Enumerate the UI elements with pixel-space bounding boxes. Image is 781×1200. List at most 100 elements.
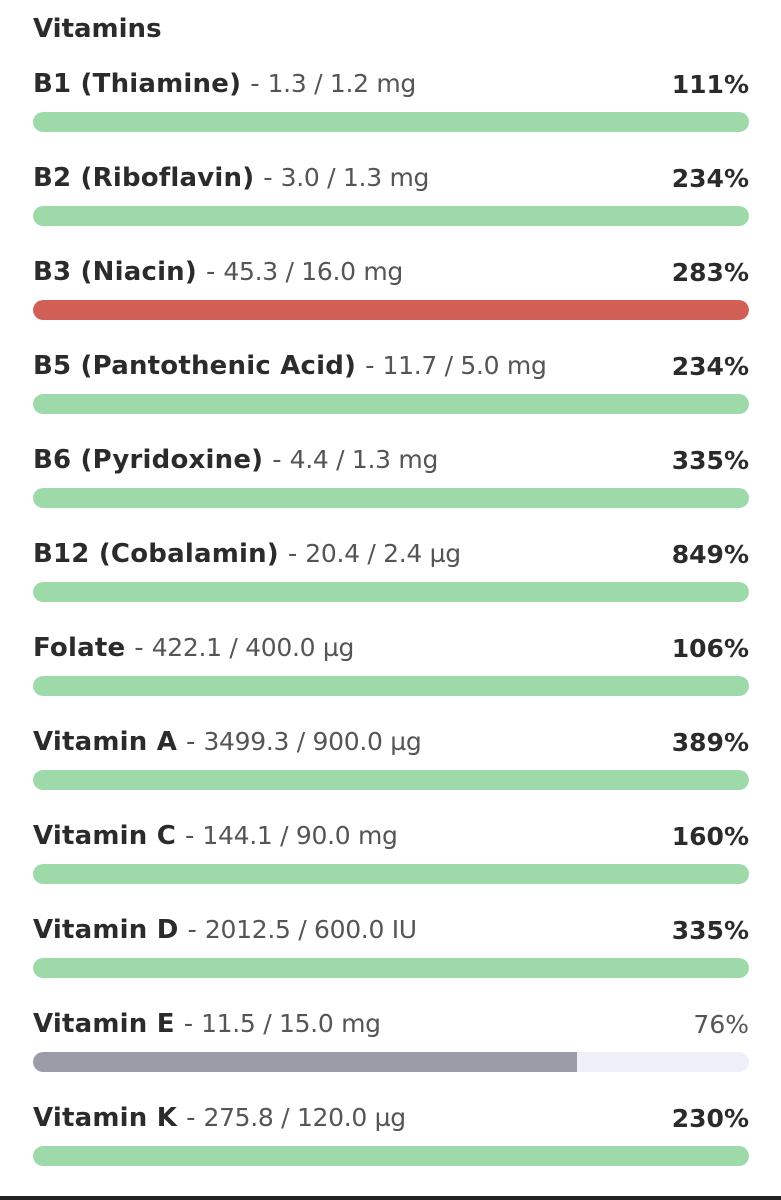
nutrient-row-b1[interactable]: B1 (Thiamine) - 1.3 / 1.2 mg 111% [33,67,749,137]
section-title: Vitamins [33,14,162,44]
separator-dash: - [272,445,282,475]
nutrient-label: Folate - 422.1 / 400.0 µg [33,633,354,663]
progress-fill [33,206,749,226]
separator-dash: - [186,1103,196,1133]
separator-dash: - [186,727,196,757]
nutrient-row-vitamin-e[interactable]: Vitamin E - 11.5 / 15.0 mg 76% [33,1007,749,1077]
nutrient-percent: 283% [671,257,749,287]
nutrient-amount: 144.1 / 90.0 mg [202,821,398,850]
nutrient-amount: 3499.3 / 900.0 µg [203,727,422,756]
nutrient-percent: 230% [671,1103,749,1133]
nutrient-name: B12 (Cobalamin) [33,539,279,569]
nutrient-label: B5 (Pantothenic Acid) - 11.7 / 5.0 mg [33,351,547,381]
progress-fill [33,582,749,602]
progress-fill [33,488,749,508]
progress-fill [33,864,749,884]
nutrient-amount: 2012.5 / 600.0 IU [204,915,417,944]
separator-dash: - [287,539,298,569]
nutrient-label: Vitamin C - 144.1 / 90.0 mg [33,821,398,851]
nutrient-percent: 106% [671,633,749,663]
bottom-divider [0,1196,781,1200]
nutrient-row-b3[interactable]: B3 (Niacin) - 45.3 / 16.0 mg 283% [33,255,749,325]
progress-fill [33,676,749,696]
nutrient-label: B6 (Pyridoxine) - 4.4 / 1.3 mg [33,445,438,475]
nutrient-percent: 335% [671,915,749,945]
nutrient-label: Vitamin A - 3499.3 / 900.0 µg [33,727,421,757]
nutrient-header: B12 (Cobalamin) - 20.4 / 2.4 µg 849% [33,537,749,571]
progress-track [33,676,749,696]
nutrient-header: B6 (Pyridoxine) - 4.4 / 1.3 mg 335% [33,443,749,477]
separator-dash: - [185,821,195,851]
nutrient-row-vitamin-c[interactable]: Vitamin C - 144.1 / 90.0 mg 160% [33,819,749,889]
progress-fill [33,958,749,978]
nutrient-amount: 45.3 / 16.0 mg [223,257,403,286]
nutrient-row-b6[interactable]: B6 (Pyridoxine) - 4.4 / 1.3 mg 335% [33,443,749,513]
separator-dash: - [187,915,197,945]
nutrient-name: B6 (Pyridoxine) [33,445,264,475]
nutrient-amount: 11.7 / 5.0 mg [382,351,547,380]
nutrient-row-b5[interactable]: B5 (Pantothenic Acid) - 11.7 / 5.0 mg 23… [33,349,749,419]
nutrient-label: B2 (Riboflavin) - 3.0 / 1.3 mg [33,163,429,193]
nutrient-amount: 275.8 / 120.0 µg [203,1103,406,1132]
nutrient-header: Vitamin A - 3499.3 / 900.0 µg 389% [33,725,749,759]
nutrient-row-vitamin-k[interactable]: Vitamin K - 275.8 / 120.0 µg 230% [33,1101,749,1171]
nutrient-header: B1 (Thiamine) - 1.3 / 1.2 mg 111% [33,67,749,101]
nutrient-name: B3 (Niacin) [33,257,197,287]
progress-fill [33,112,749,132]
nutrient-header: Vitamin K - 275.8 / 120.0 µg 230% [33,1101,749,1135]
progress-fill [33,1146,749,1166]
nutrient-percent: 160% [671,821,749,851]
nutrient-amount: 4.4 / 1.3 mg [289,445,439,474]
nutrient-header: Vitamin E - 11.5 / 15.0 mg 76% [33,1007,749,1041]
nutrient-percent: 389% [671,727,749,757]
nutrient-amount: 422.1 / 400.0 µg [151,633,355,662]
separator-dash: - [250,69,260,99]
progress-track [33,1052,749,1072]
progress-fill [33,770,749,790]
nutrient-label: B3 (Niacin) - 45.3 / 16.0 mg [33,257,403,287]
nutrient-name: Vitamin C [33,821,176,851]
nutrient-name: Vitamin K [33,1103,178,1133]
progress-track [33,770,749,790]
nutrient-percent: 849% [671,539,749,569]
progress-track [33,864,749,884]
nutrient-header: B5 (Pantothenic Acid) - 11.7 / 5.0 mg 23… [33,349,749,383]
separator-dash: - [183,1009,194,1039]
nutrient-header: Folate - 422.1 / 400.0 µg 106% [33,631,749,665]
nutrient-percent: 234% [671,351,749,381]
nutrient-header: Vitamin D - 2012.5 / 600.0 IU 335% [33,913,749,947]
separator-dash: - [134,633,144,663]
nutrient-header: Vitamin C - 144.1 / 90.0 mg 160% [33,819,749,853]
nutrient-amount: 11.5 / 15.0 mg [201,1009,381,1038]
nutrient-name: Folate [33,633,126,663]
nutrient-label: Vitamin D - 2012.5 / 600.0 IU [33,915,417,945]
separator-dash: - [263,163,273,193]
nutrient-percent: 111% [671,69,749,99]
nutrient-percent: 76% [693,1009,749,1039]
nutrient-row-b12[interactable]: B12 (Cobalamin) - 20.4 / 2.4 µg 849% [33,537,749,607]
nutrient-name: Vitamin D [33,915,179,945]
progress-fill [33,300,749,320]
nutrient-name: B5 (Pantothenic Acid) [33,351,357,381]
progress-track [33,112,749,132]
nutrient-percent: 335% [671,445,749,475]
nutrient-header: B2 (Riboflavin) - 3.0 / 1.3 mg 234% [33,161,749,195]
progress-track [33,300,749,320]
separator-dash: - [205,257,216,287]
progress-track [33,394,749,414]
progress-track [33,1146,749,1166]
nutrient-name: B2 (Riboflavin) [33,163,255,193]
nutrient-amount: 20.4 / 2.4 µg [305,539,461,568]
nutrient-row-b2[interactable]: B2 (Riboflavin) - 3.0 / 1.3 mg 234% [33,161,749,231]
progress-fill [33,1052,578,1072]
nutrient-row-folate[interactable]: Folate - 422.1 / 400.0 µg 106% [33,631,749,701]
nutrient-label: Vitamin E - 11.5 / 15.0 mg [33,1009,381,1039]
progress-track [33,958,749,978]
nutrient-row-vitamin-a[interactable]: Vitamin A - 3499.3 / 900.0 µg 389% [33,725,749,795]
nutrient-header: B3 (Niacin) - 45.3 / 16.0 mg 283% [33,255,749,289]
nutrient-amount: 3.0 / 1.3 mg [280,163,430,192]
nutrient-amount: 1.3 / 1.2 mg [267,69,416,98]
nutrient-row-vitamin-d[interactable]: Vitamin D - 2012.5 / 600.0 IU 335% [33,913,749,983]
nutrient-label: Vitamin K - 275.8 / 120.0 µg [33,1103,406,1133]
nutrient-label: B1 (Thiamine) - 1.3 / 1.2 mg [33,69,416,99]
